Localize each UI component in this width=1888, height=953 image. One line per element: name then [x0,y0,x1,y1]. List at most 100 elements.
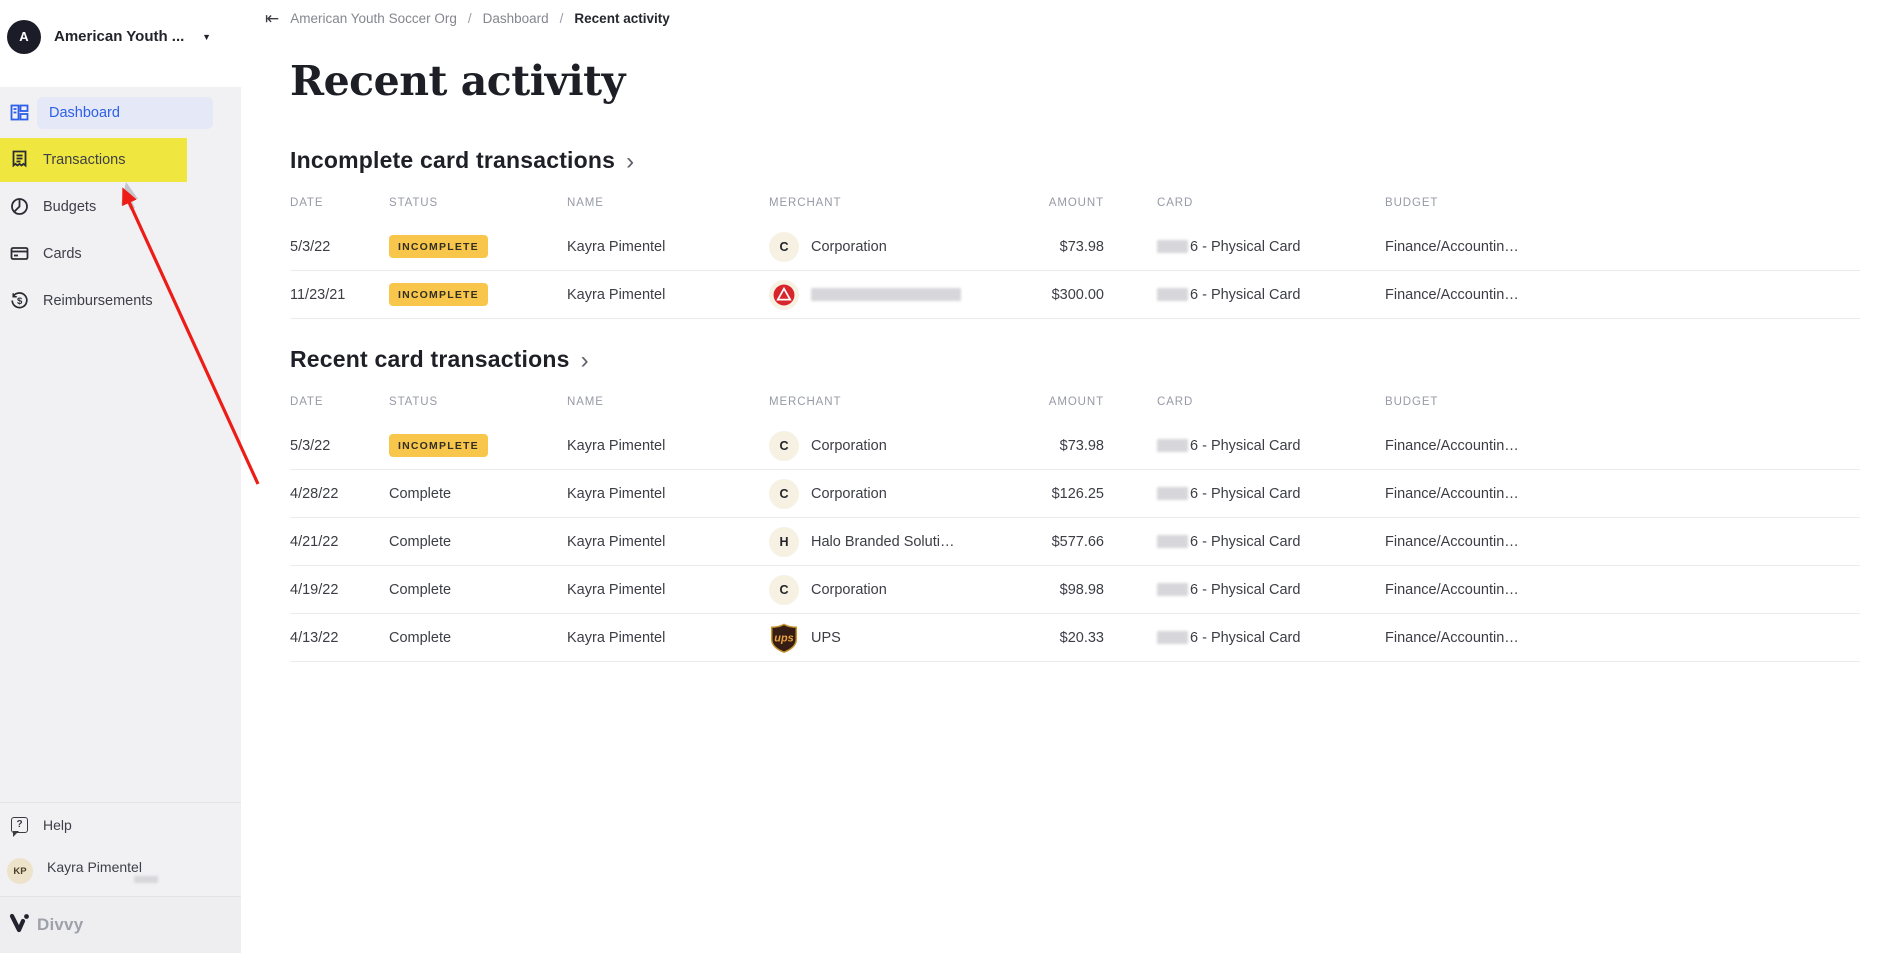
transaction-row[interactable]: 5/3/22 INCOMPLETE Kayra Pimentel C Corporati… [290,223,1860,271]
help-label: Help [43,816,72,833]
column-header-status: STATUS [389,396,439,408]
svg-text:ups: ups [774,632,793,644]
transaction-date: 4/21/22 [290,533,339,550]
help-button[interactable]: ? Help [0,803,241,846]
breadcrumb-dashboard[interactable]: Dashboard [482,11,549,26]
transaction-date: 5/3/22 [290,437,331,454]
card-number-redacted [1157,439,1188,453]
user-menu[interactable]: KP Kayra Pimentel [0,846,241,896]
transaction-card: 6 - Physical Card [1104,287,1385,303]
merchant-initial-icon: C [769,430,799,461]
transaction-status: INCOMPLETE [389,434,567,457]
transaction-amount: $20.33 [1059,629,1104,646]
card-number-redacted [1157,631,1188,645]
sidebar: A American Youth ... ▼ Dashboard Transac… [0,0,241,953]
org-switcher[interactable]: A American Youth ... ▼ [0,0,241,87]
column-header-amount: AMOUNT [1048,197,1104,209]
transaction-date: 4/28/22 [290,485,339,502]
transaction-row[interactable]: 11/23/21 INCOMPLETE Kayra Pimentel $300.00 6… [290,271,1860,319]
transaction-card: 6 - Physical Card [1104,438,1385,454]
card-number-redacted [1157,583,1188,597]
user-subtitle-redacted [134,876,158,883]
reimbursements-icon: $ [10,291,29,310]
transaction-amount: $73.98 [1059,437,1104,454]
section-recent-transactions: Recent card transactions › DATE STATUS NAM… [290,346,1888,662]
breadcrumb: ⇤ American Youth Soccer Org / Dashboard … [265,0,1888,37]
merchant-initial-icon: H [769,526,799,557]
sidebar-item-reimbursements[interactable]: $ Reimbursements [0,277,241,324]
merchant-name: Corporation [811,437,887,454]
chevron-down-icon: ▼ [202,31,211,42]
card-number-redacted [1157,487,1188,501]
sidebar-item-transactions[interactable]: Transactions [0,136,241,183]
collapse-sidebar-icon[interactable]: ⇤ [265,9,280,28]
merchant-logo-red-icon [769,279,799,310]
transaction-status: Complete [389,485,452,502]
column-header-budget: BUDGET [1385,197,1439,209]
svg-text:$: $ [17,296,23,307]
sidebar-item-label: Reimbursements [43,292,153,309]
recent-transactions-table: DATE STATUS NAME MERCHANT AMOUNT CARD BUDGET 5/… [290,382,1860,662]
transaction-budget: Finance/Accountin… [1385,629,1519,646]
transaction-status: Complete [389,533,452,550]
main-content: ⇤ American Youth Soccer Org / Dashboard … [241,0,1888,953]
breadcrumb-current: Recent activity [574,11,670,26]
transaction-row[interactable]: 4/13/22 Complete Kayra Pimentel ups UPS $20.3… [290,614,1860,662]
breadcrumb-separator: / [467,11,472,26]
transaction-row[interactable]: 4/19/22 Complete Kayra Pimentel C Corporatio… [290,566,1860,614]
sidebar-item-label: Dashboard [37,96,213,129]
transaction-name: Kayra Pimentel [567,533,666,550]
transaction-merchant: H Halo Branded Soluti… [769,526,984,557]
transaction-date: 11/23/21 [290,286,346,303]
card-label: 6 - Physical Card [1190,437,1301,454]
sidebar-item-budgets[interactable]: Budgets [0,183,241,230]
transaction-card: 6 - Physical Card [1104,630,1385,646]
transaction-name: Kayra Pimentel [567,437,666,454]
transaction-merchant [769,279,984,310]
card-label: 6 - Physical Card [1190,485,1301,502]
status-badge-incomplete: INCOMPLETE [389,283,488,306]
page-title: Recent activity [290,57,625,105]
breadcrumb-separator: / [559,11,564,26]
card-number-redacted [1157,535,1188,549]
merchant-logo-ups-icon: ups [769,623,799,653]
transaction-status: Complete [389,581,452,598]
transaction-merchant: C Corporation [769,574,984,605]
column-header-merchant: MERCHANT [769,396,842,408]
table-header-row: DATE STATUS NAME MERCHANT AMOUNT CARD BUDGET [290,183,1860,223]
transaction-row[interactable]: 4/28/22 Complete Kayra Pimentel C Corporatio… [290,470,1860,518]
transaction-merchant: ups UPS [769,623,984,653]
column-header-name: NAME [567,197,604,209]
column-header-status: STATUS [389,197,439,209]
transaction-budget: Finance/Accountin… [1385,238,1519,255]
column-header-merchant: MERCHANT [769,197,842,209]
column-header-date: DATE [290,197,324,209]
incomplete-transactions-table: DATE STATUS NAME MERCHANT AMOUNT CARD BUDGET 5/… [290,183,1860,319]
org-avatar: A [7,19,41,54]
sidebar-item-dashboard[interactable]: Dashboard [0,89,241,136]
help-icon: ? [11,816,28,837]
budgets-icon [10,197,29,216]
transaction-row[interactable]: 5/3/22 INCOMPLETE Kayra Pimentel C Corporati… [290,422,1860,470]
section-link-recent[interactable]: Recent card transactions › [290,346,589,373]
section-link-incomplete[interactable]: Incomplete card transactions › [290,147,634,174]
transaction-row[interactable]: 4/21/22 Complete Kayra Pimentel H Halo Brand… [290,518,1860,566]
user-name: Kayra Pimentel [47,859,142,875]
merchant-name: Corporation [811,581,887,598]
cards-icon [10,244,29,263]
transaction-budget: Finance/Accountin… [1385,286,1519,303]
transaction-budget: Finance/Accountin… [1385,437,1519,454]
transaction-card: 6 - Physical Card [1104,486,1385,502]
merchant-initial-icon: C [769,574,799,605]
column-header-date: DATE [290,396,324,408]
transaction-amount: $98.98 [1059,581,1104,598]
sidebar-item-cards[interactable]: Cards [0,230,241,277]
breadcrumb-org[interactable]: American Youth Soccer Org [290,11,457,26]
merchant-name: Corporation [811,485,887,502]
card-label: 6 - Physical Card [1190,629,1301,646]
section-title: Incomplete card transactions [290,147,616,173]
sidebar-item-label: Cards [43,245,82,262]
user-avatar: KP [7,858,33,884]
transaction-name: Kayra Pimentel [567,286,666,303]
sidebar-nav: Dashboard Transactions Budgets Cards [0,89,241,324]
